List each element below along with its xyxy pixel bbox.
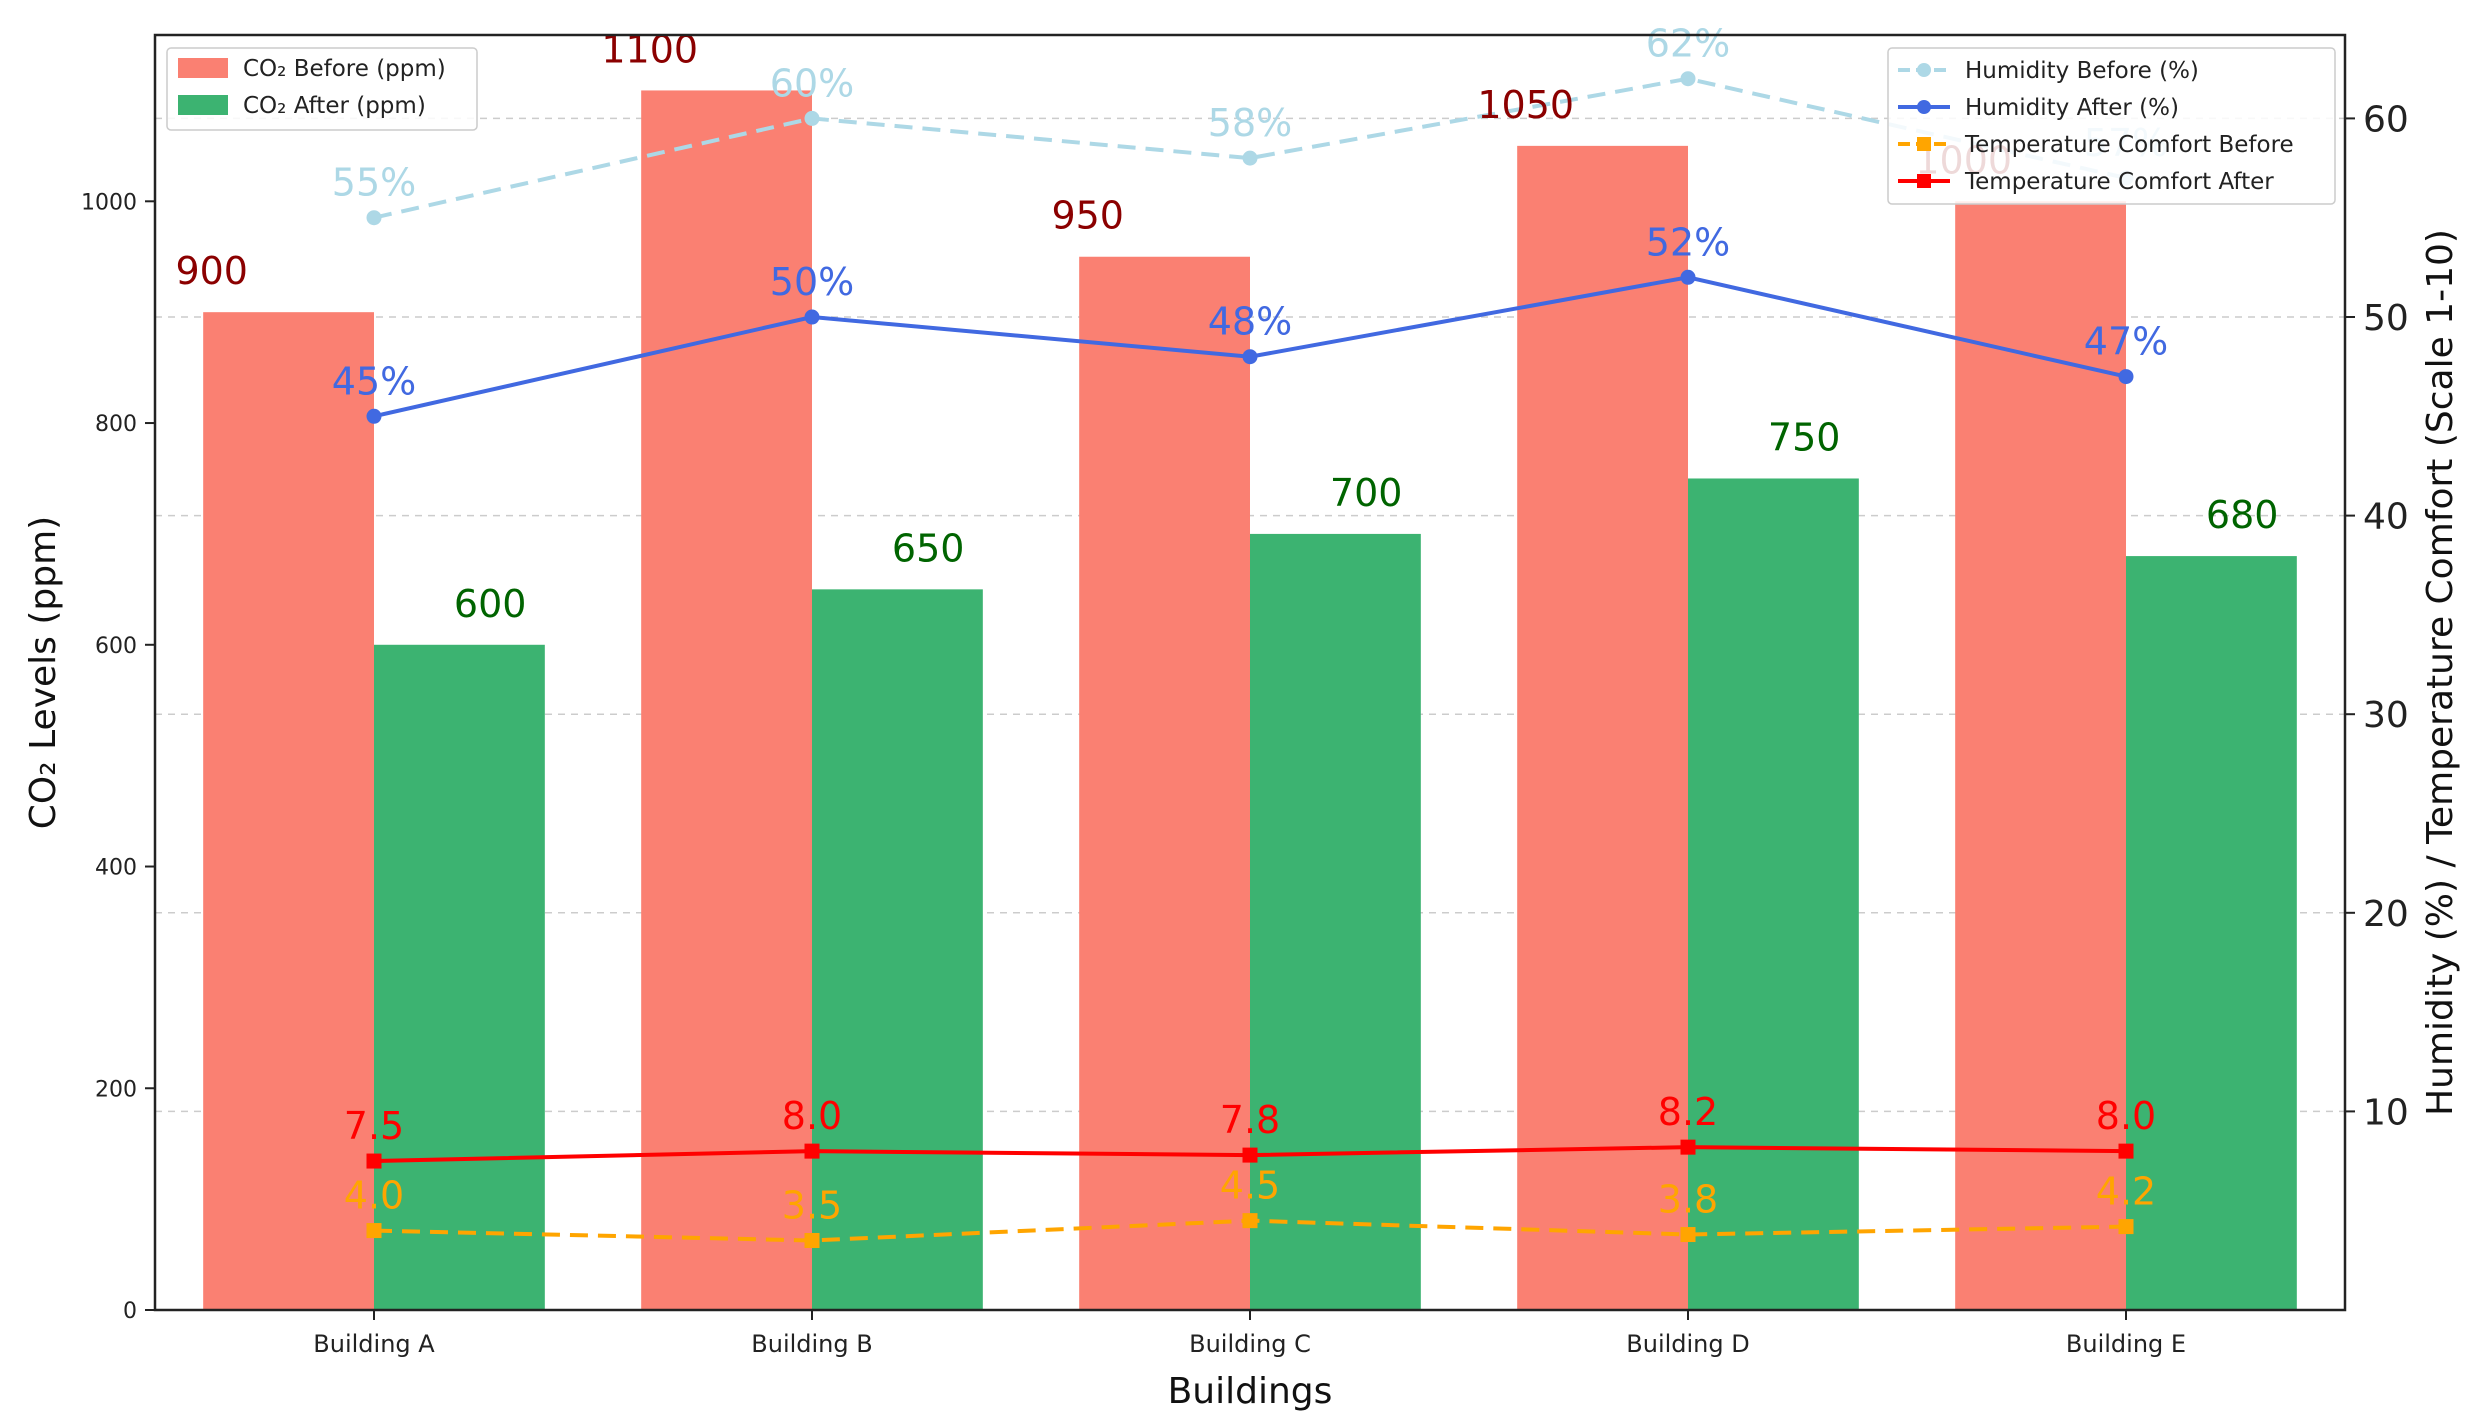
marker-point (2118, 1219, 2134, 1235)
y2-tick-label: 30 (2363, 695, 2409, 736)
marker-point (1242, 150, 1258, 166)
line-data-label: 8.2 (1658, 1090, 1718, 1134)
marker-point (1242, 1147, 1258, 1163)
bar-co2-after (1250, 533, 1421, 1310)
line-data-label: 3.5 (782, 1183, 842, 1227)
x-tick-label: Building A (313, 1330, 435, 1358)
legend-bars: CO₂ Before (ppm) CO₂ After (ppm) (166, 47, 478, 131)
bar-co2-after (812, 589, 983, 1310)
line-data-label: 8.0 (2096, 1094, 2156, 1138)
y2-axis-title: Humidity (%) / Temperature Comfort (Scal… (2420, 229, 2461, 1116)
legend-marker (1917, 137, 1931, 151)
axes: 0 200 400 600 800 1000 10 20 30 40 50 60 Building A B… (81, 33, 2409, 1358)
legend-label: Humidity After (%) (1965, 95, 2179, 121)
bar-co2-before (1079, 256, 1250, 1310)
y2-tick-label: 60 (2363, 99, 2409, 140)
bar-label-co2-before: 950 (1051, 194, 1124, 238)
marker-point (366, 210, 382, 226)
legend-label: CO₂ Before (ppm) (243, 56, 446, 82)
legend-label: Temperature Comfort Before (1964, 132, 2294, 158)
bar-label-co2-after: 750 (1768, 415, 1841, 459)
line-data-label: 4.0 (344, 1174, 404, 1218)
bar-co2-after (374, 644, 545, 1310)
line-data-label: 7.8 (1220, 1098, 1280, 1142)
y2-tick-label: 10 (2363, 1092, 2409, 1133)
line-data-label: 52% (1646, 220, 1730, 264)
x-axis-title: Buildings (1168, 1371, 1333, 1412)
x-tick-label: Building C (1189, 1330, 1311, 1358)
legend-swatch (178, 95, 228, 115)
marker-point (366, 1153, 382, 1169)
data-labels: 90060011006509507001050750100068055%60%5… (175, 22, 2278, 1228)
bar-co2-after (2126, 556, 2297, 1310)
marker-point (366, 1223, 382, 1239)
marker-point (1680, 1227, 1696, 1243)
bar-co2-before (203, 312, 374, 1310)
line-data-label: 8.0 (782, 1094, 842, 1138)
line-data-label: 4.2 (2096, 1170, 2156, 1214)
marker-point (804, 309, 820, 325)
line-0 (373, 76, 2127, 220)
legend-marker (1917, 100, 1931, 114)
marker-point (2118, 369, 2134, 385)
bar-co2-before (1517, 145, 1688, 1310)
y-tick-label: 800 (95, 412, 137, 437)
y-tick-label: 1000 (81, 190, 137, 215)
legend-box (1887, 47, 2336, 205)
legend-marker (1917, 63, 1931, 77)
bar-label-co2-before: 900 (175, 249, 248, 293)
legend-swatch (178, 58, 228, 78)
marker-point (2118, 1143, 2134, 1159)
bar-co2-before (1955, 201, 2126, 1311)
line-data-label: 58% (1208, 101, 1292, 145)
y2-tick-label: 50 (2363, 298, 2409, 339)
bar-label-co2-after: 680 (2206, 493, 2279, 537)
marker-point (1680, 1139, 1696, 1155)
x-tick-label: Building E (2066, 1330, 2186, 1358)
line-data-label: 7.5 (344, 1104, 404, 1148)
line-data-label: 48% (1208, 300, 1292, 344)
bar-co2-before (641, 90, 812, 1310)
x-tick-label: Building B (751, 1330, 872, 1358)
marker-point (1242, 349, 1258, 365)
line-data-label: 55% (332, 161, 416, 205)
line-series (366, 71, 2134, 1248)
marker-point (804, 1232, 820, 1248)
y2-tick-label: 20 (2363, 894, 2409, 935)
legends: CO₂ Before (ppm) CO₂ After (ppm) Humidity … (166, 47, 2336, 205)
y-tick-label: 400 (95, 856, 137, 881)
line-data-label: 47% (2084, 320, 2168, 364)
legend-box (166, 47, 478, 131)
marker-point (1242, 1213, 1258, 1229)
legend-label: Humidity Before (%) (1965, 58, 2199, 84)
legend-label: CO₂ After (ppm) (243, 93, 426, 119)
line-data-label: 4.5 (1220, 1164, 1280, 1208)
line-data-label: 62% (1646, 22, 1730, 66)
y-tick-label: 200 (95, 1077, 137, 1102)
line-data-label: 3.8 (1658, 1178, 1718, 1222)
bar-label-co2-after: 600 (454, 582, 527, 626)
legend-label: Temperature Comfort After (1964, 169, 2274, 195)
y-axis-title: CO₂ Levels (ppm) (23, 516, 64, 829)
line-data-label: 60% (770, 61, 854, 105)
marker-point (1680, 269, 1696, 285)
y2-tick-label: 40 (2363, 497, 2409, 538)
bar-co2-after (1688, 478, 1859, 1310)
bar-label-co2-after: 700 (1330, 471, 1403, 515)
marker-point (804, 110, 820, 126)
line-data-label: 45% (332, 359, 416, 403)
y-tick-label: 0 (123, 1299, 137, 1324)
marker-point (366, 408, 382, 424)
bars (203, 90, 2297, 1311)
x-tick-label: Building D (1626, 1330, 1749, 1358)
y-tick-label: 600 (95, 634, 137, 659)
marker-point (1680, 71, 1696, 87)
marker-point (804, 1143, 820, 1159)
line-data-label: 50% (770, 260, 854, 304)
bar-label-co2-after: 650 (892, 526, 965, 570)
legend-marker (1917, 174, 1931, 188)
bar-label-co2-before: 1050 (1477, 83, 1574, 127)
legend-lines: Humidity Before (%) Humidity After (%) Tem… (1887, 47, 2336, 205)
